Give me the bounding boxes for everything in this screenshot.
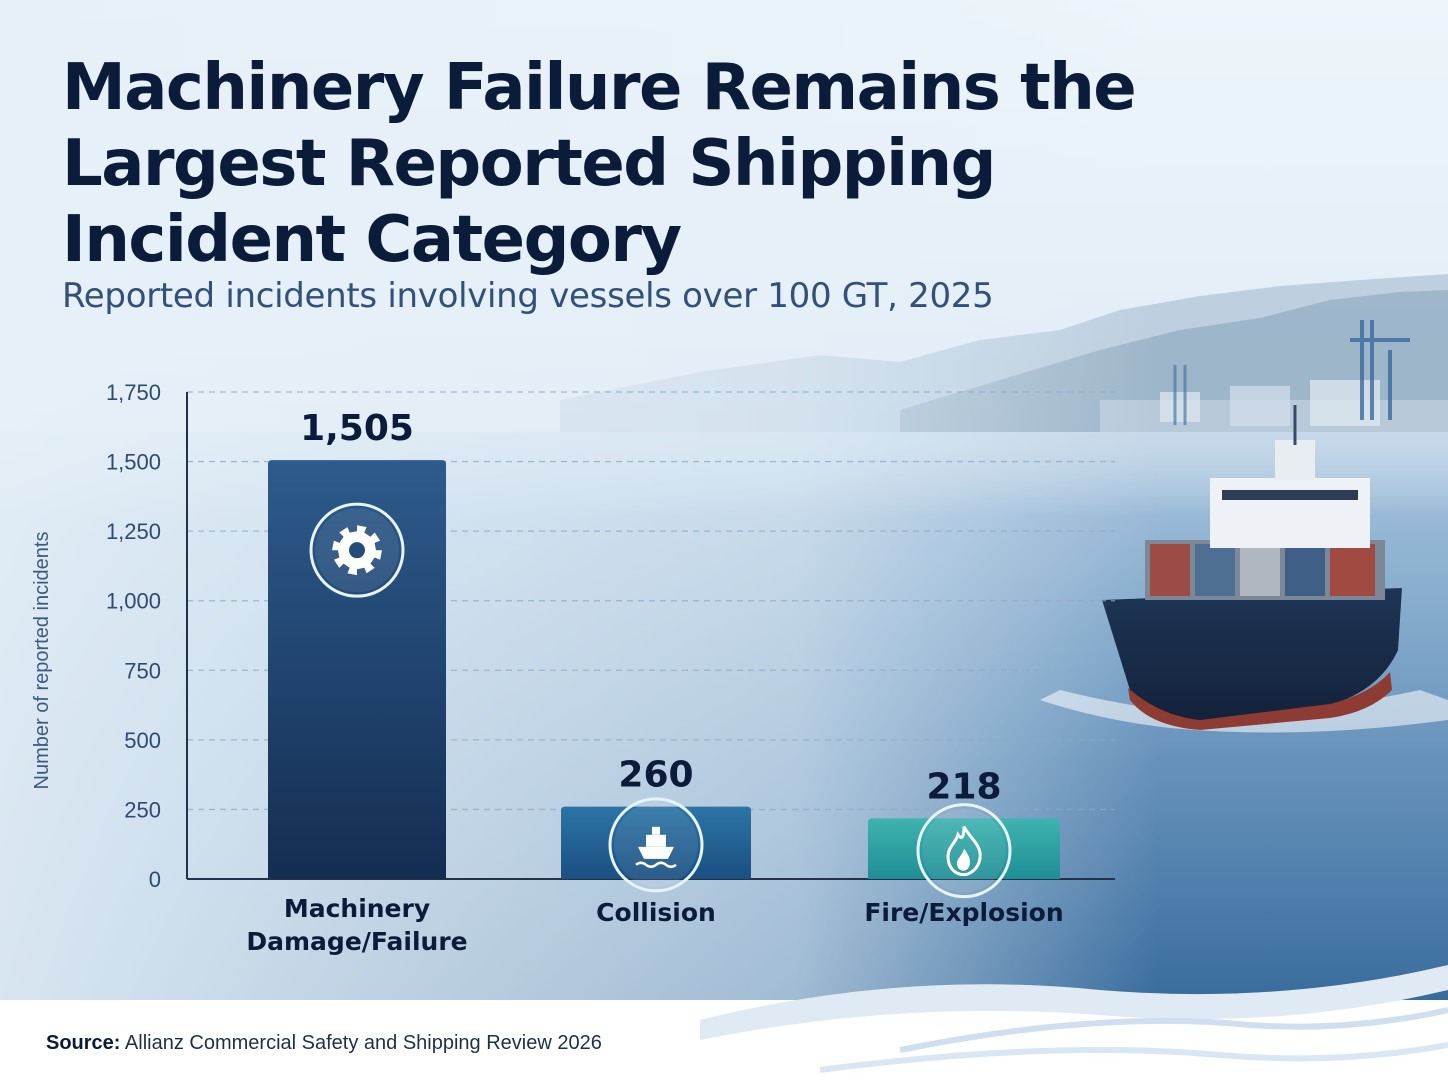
chart-subtitle: Reported incidents involving vessels ove… (62, 276, 994, 316)
bar-value-label: 218 (926, 766, 1001, 807)
bar-group: 1,505 Machinery Damage/Failure (246, 408, 467, 956)
y-tick-label: 0 (149, 867, 161, 892)
y-axis-ticks: 0 250 500 750 1,000 1,250 1,500 1,750 (106, 380, 161, 892)
chart-title: Machinery Failure Remains the Largest Re… (62, 51, 1137, 277)
y-tick-label: 500 (124, 728, 161, 753)
bar-group: 260 Collision (561, 755, 751, 927)
x-category-label: Fire/Explosion (864, 898, 1063, 927)
y-axis-title: Number of reported incidents (31, 532, 53, 790)
y-tick-label: 1,250 (106, 519, 161, 544)
bars: 1,505 Machinery Damage/Failure 260 Collision… (246, 408, 1063, 956)
background-scene (0, 0, 1448, 1000)
ship-icon (608, 797, 704, 893)
x-category-label: Damage/Failure (246, 927, 467, 956)
bar-group: 218 Fire/Explosion (864, 766, 1063, 927)
footer-wave (0, 965, 1448, 1086)
y-tick-label: 1,000 (106, 589, 161, 614)
bar-value-label: 260 (618, 755, 693, 796)
source-note: Source: Allianz Commercial Safety and Sh… (46, 1032, 602, 1055)
source-label: Source: (46, 1032, 121, 1054)
y-tick-label: 1,750 (106, 380, 161, 405)
y-tick-label: 750 (124, 658, 161, 683)
x-category-label: Machinery (284, 894, 430, 923)
y-tick-label: 250 (124, 797, 161, 822)
source-text: Allianz Commercial Safety and Shipping R… (124, 1032, 602, 1054)
x-category-label: Collision (596, 898, 716, 927)
y-tick-label: 1,500 (106, 450, 161, 475)
bar-value-label: 1,505 (300, 408, 414, 449)
gear-icon (309, 502, 405, 598)
flame-icon (916, 803, 1012, 899)
